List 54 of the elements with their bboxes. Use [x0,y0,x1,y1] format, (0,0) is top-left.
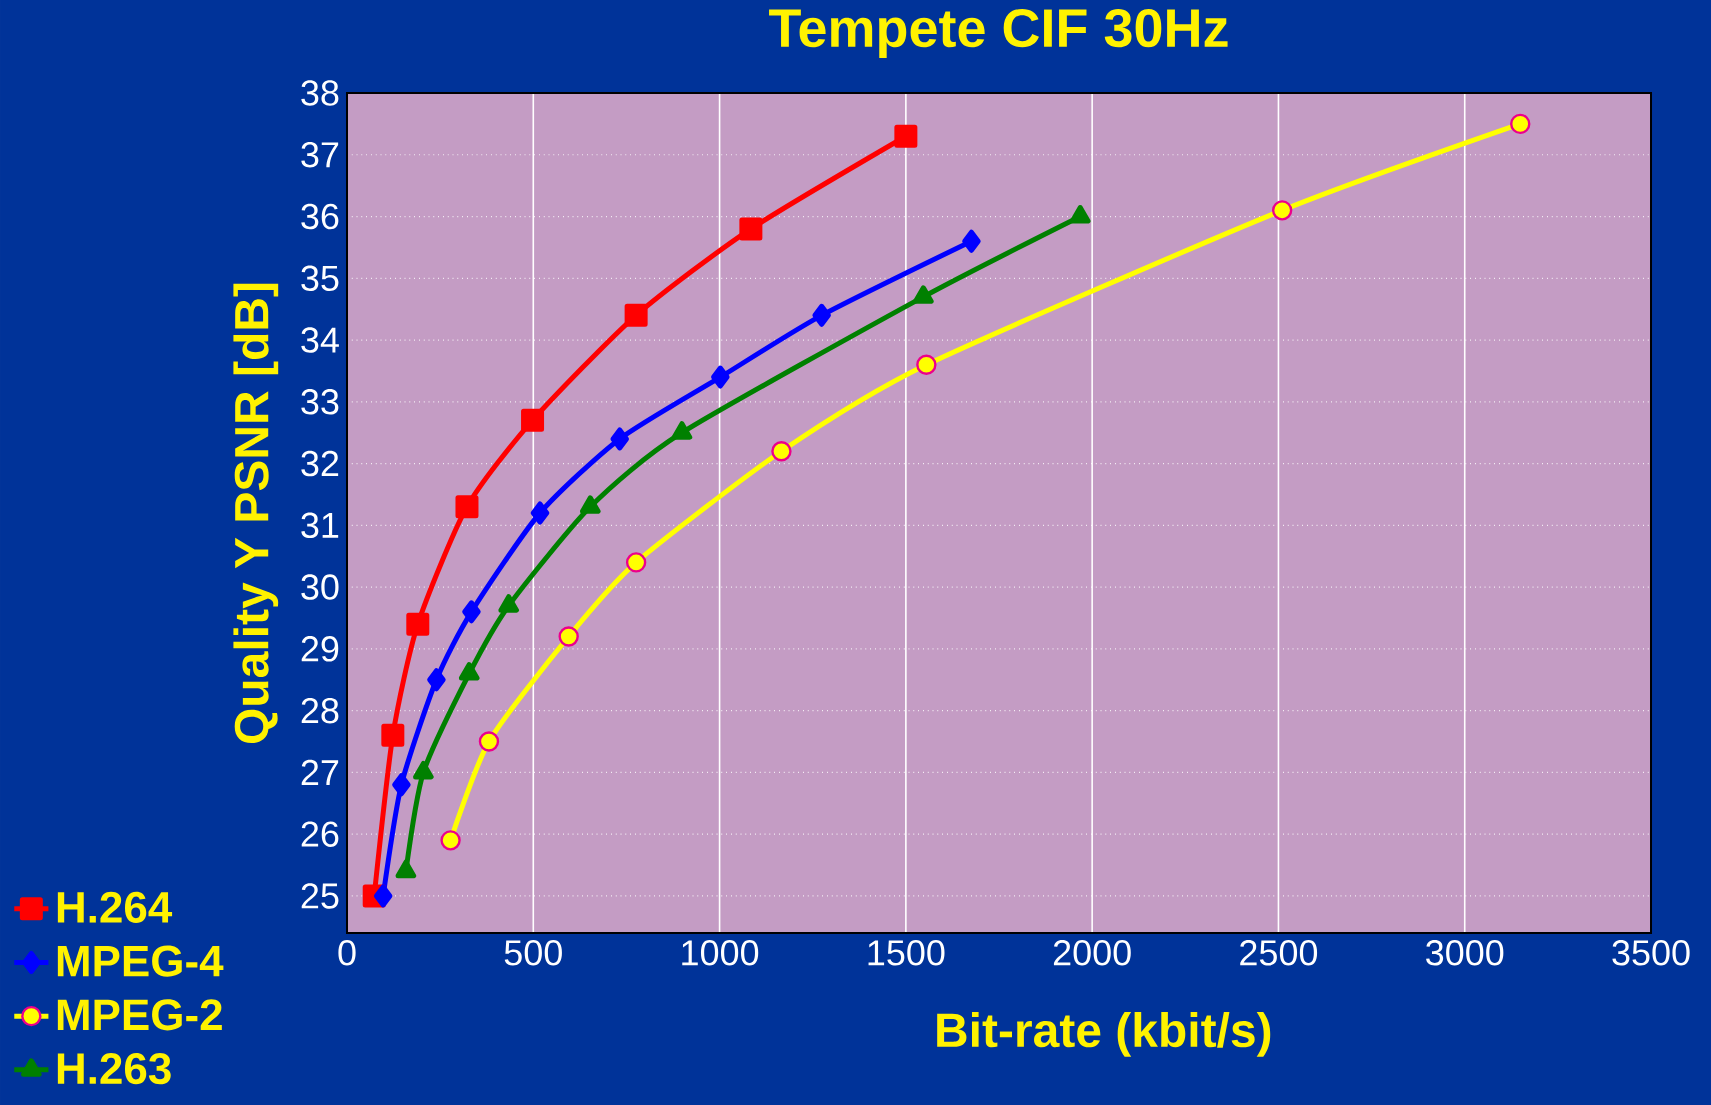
point [521,408,545,432]
y-tick-label: 38 [301,80,339,106]
point [427,668,446,692]
x-tick-label: 1000 [682,940,759,966]
point [610,427,629,451]
point [812,303,831,327]
y-tick-label: 28 [301,697,339,724]
point [462,600,481,624]
y-tick-label: 29 [301,636,339,662]
legend-label: MPEG-2 [57,999,222,1031]
point [530,501,550,525]
y-tick-label: 33 [301,389,339,415]
point [455,495,479,519]
point [739,217,763,241]
y-tick-label: 34 [301,327,339,353]
x-tick-label: 2500 [1240,940,1318,966]
y-tick-label: 27 [301,759,339,785]
point [1069,205,1091,224]
point [916,354,937,375]
x-axis-title: Bit-rate (kbit/s) [937,1012,1271,1057]
point [392,773,411,797]
y-tick-label: 32 [301,450,339,477]
legend-label: H.264 [57,891,173,923]
point [440,830,461,851]
x-tick-label: 3500 [1612,940,1690,966]
y-tick-label: 31 [301,512,339,539]
chart-title: Tempete CIF 30Hz [769,9,1228,58]
point [406,612,430,636]
y-tick-label: 35 [301,265,339,292]
y-tick-label: 36 [301,203,339,230]
point [624,303,648,327]
point [381,723,405,747]
x-tick-label: 500 [504,940,562,966]
point [558,626,579,647]
x-tick-label: 3000 [1426,940,1504,966]
y-axis-title: Quality Y PSNR [dB] [233,283,279,744]
point [478,731,500,752]
y-tick-label: 25 [301,883,339,909]
x-tick-label: 0 [338,940,356,966]
x-tick-label: 1500 [868,940,945,966]
legend-label: MPEG-4 [57,945,224,977]
point [1271,200,1293,221]
point [962,229,981,253]
point [894,124,918,148]
point [625,552,647,573]
y-tick-label: 30 [301,574,339,600]
x-tick-label: 2000 [1053,940,1131,966]
y-tick-label: 26 [301,821,339,847]
legend-label: H.263 [57,1052,171,1085]
point [1510,113,1531,135]
point [711,365,730,389]
y-tick-label: 37 [301,142,339,168]
point [373,884,393,908]
point [771,441,792,462]
